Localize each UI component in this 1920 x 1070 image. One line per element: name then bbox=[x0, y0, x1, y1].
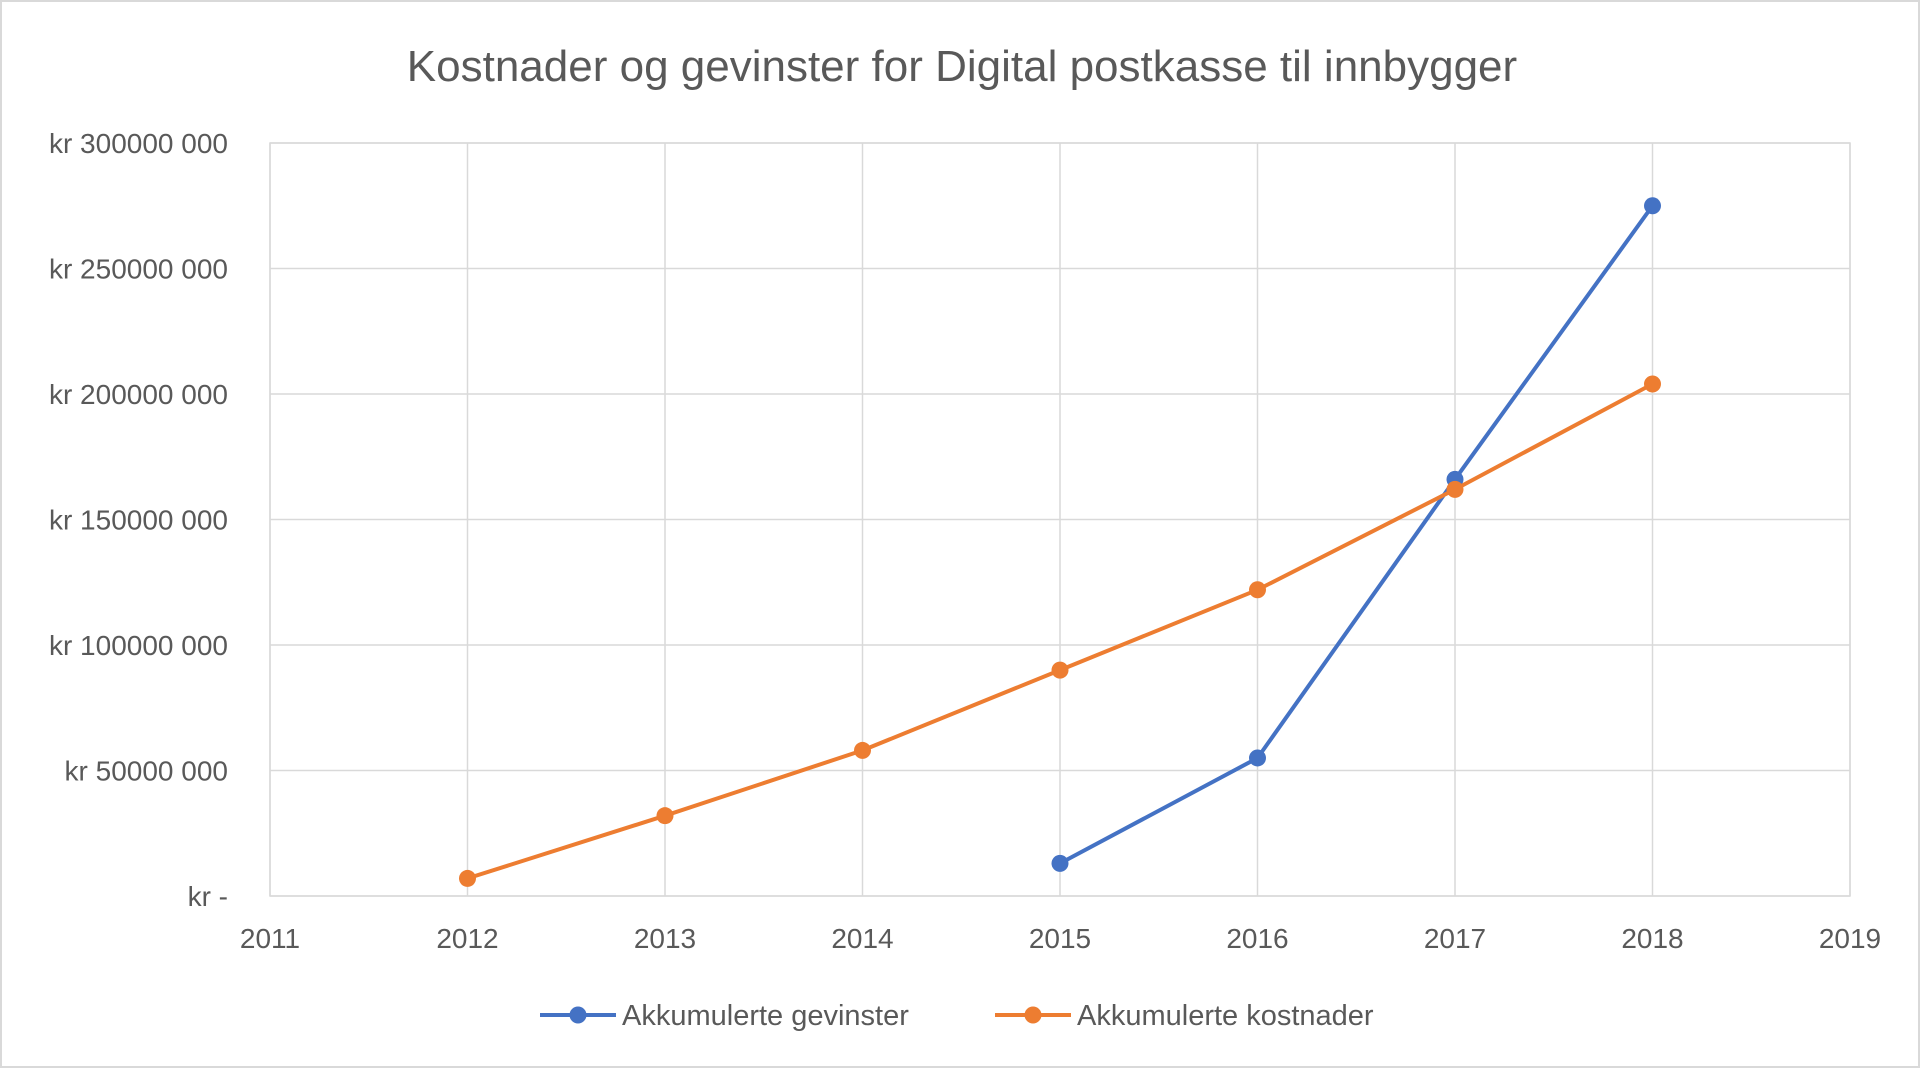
y-tick-label: kr 150000 000 bbox=[49, 505, 228, 536]
legend-label: Akkumulerte kostnader bbox=[1077, 1000, 1374, 1032]
y-tick-label: kr 250000 000 bbox=[49, 254, 228, 285]
x-tick-label: 2016 bbox=[1226, 923, 1288, 954]
y-tick-label: kr 200000 000 bbox=[49, 379, 228, 410]
series-akkumulerte-kostnader bbox=[459, 375, 1661, 887]
data-point bbox=[1051, 854, 1069, 872]
x-tick-label: 2012 bbox=[436, 923, 498, 954]
y-tick-label: kr 50000 000 bbox=[65, 756, 228, 787]
y-tick-label: kr 300000 000 bbox=[49, 128, 228, 159]
data-point bbox=[1446, 480, 1464, 498]
legend-item-akkumulerte-gevinster: Akkumulerte gevinster bbox=[540, 1000, 909, 1032]
data-point bbox=[1249, 581, 1266, 599]
data-point bbox=[459, 869, 476, 887]
legend-item-akkumulerte-kostnader: Akkumulerte kostnader bbox=[995, 1000, 1374, 1032]
x-tick-label: 2019 bbox=[1819, 923, 1881, 954]
x-tick-label: 2014 bbox=[831, 923, 893, 954]
legend-marker bbox=[569, 1006, 587, 1024]
data-point bbox=[1644, 197, 1661, 215]
legend-label: Akkumulerte gevinster bbox=[622, 1000, 909, 1032]
y-tick-label: kr 100000 000 bbox=[49, 630, 228, 661]
x-tick-label: 2011 bbox=[240, 923, 300, 954]
legend: Akkumulerte gevinster Akkumulerte kostnad… bbox=[540, 1000, 1374, 1032]
y-tick-label: kr - bbox=[188, 881, 228, 912]
legend-marker bbox=[1024, 1006, 1042, 1024]
grid-layer bbox=[269, 142, 1851, 897]
x-tick-label: 2013 bbox=[634, 923, 696, 954]
data-point bbox=[656, 807, 674, 825]
x-tick-label: 2017 bbox=[1424, 923, 1486, 954]
data-point bbox=[1051, 661, 1069, 679]
series-layer bbox=[459, 197, 1661, 887]
data-point bbox=[1249, 749, 1266, 767]
x-tick-label: 2018 bbox=[1621, 923, 1683, 954]
series-line-akkumulerte-gevinster bbox=[1058, 203, 1655, 866]
data-point bbox=[854, 741, 871, 759]
data-point bbox=[1644, 375, 1661, 393]
chart-title: Kostnader og gevinster for Digital postk… bbox=[407, 42, 1517, 91]
x-tick-label: 2015 bbox=[1029, 923, 1091, 954]
axis-layer: kr - kr 50000 000 kr 100000 000 kr 150000 0… bbox=[49, 128, 1881, 954]
